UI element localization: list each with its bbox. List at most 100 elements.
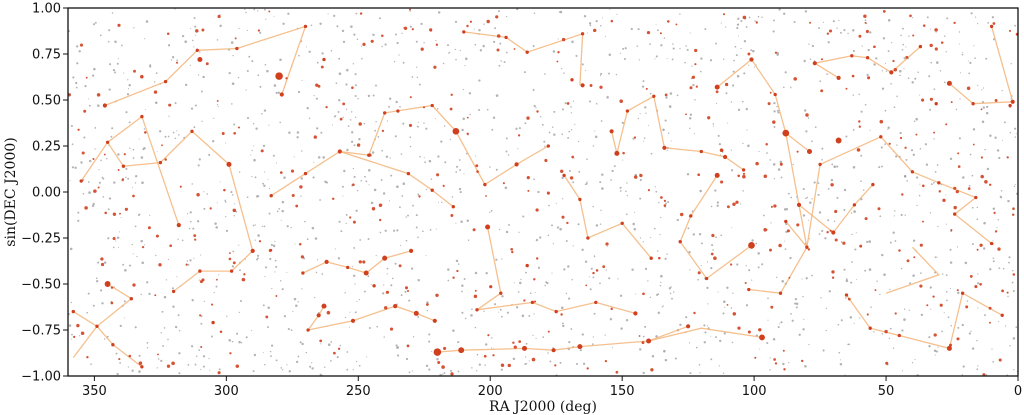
bright-star bbox=[953, 205, 957, 210]
faint-star bbox=[286, 271, 288, 273]
bright-star bbox=[525, 263, 529, 268]
bright-star bbox=[615, 370, 619, 374]
faint-star bbox=[971, 206, 974, 209]
faint-star bbox=[393, 60, 396, 63]
faint-star bbox=[231, 82, 235, 85]
faint-star bbox=[781, 280, 784, 283]
bright-star bbox=[933, 131, 936, 134]
faint-star bbox=[385, 155, 389, 159]
faint-star bbox=[720, 234, 723, 237]
constellation-line bbox=[648, 327, 763, 342]
bright-star bbox=[714, 84, 720, 90]
bright-star bbox=[352, 183, 355, 186]
bright-star bbox=[805, 113, 809, 117]
bright-star bbox=[836, 75, 841, 80]
faint-star bbox=[717, 134, 720, 137]
faint-star bbox=[292, 311, 294, 313]
faint-star bbox=[959, 98, 961, 100]
faint-star bbox=[567, 136, 570, 139]
faint-star bbox=[639, 348, 642, 351]
faint-star bbox=[194, 363, 197, 366]
faint-star bbox=[802, 214, 806, 217]
bright-star bbox=[147, 226, 151, 230]
faint-star bbox=[174, 102, 177, 105]
bright-star bbox=[580, 83, 585, 88]
faint-star bbox=[672, 43, 674, 45]
bright-star bbox=[133, 69, 136, 73]
faint-star bbox=[355, 360, 358, 363]
faint-star bbox=[141, 181, 144, 184]
faint-star bbox=[300, 177, 304, 180]
bright-star bbox=[250, 248, 255, 253]
faint-star bbox=[270, 243, 273, 247]
bright-star bbox=[933, 333, 937, 337]
bright-star bbox=[100, 262, 105, 267]
faint-star bbox=[352, 167, 355, 170]
bright-star bbox=[722, 13, 726, 16]
faint-star bbox=[844, 374, 846, 376]
bright-star bbox=[899, 136, 903, 140]
faint-star bbox=[143, 244, 146, 246]
faint-star bbox=[246, 70, 249, 72]
faint-star bbox=[570, 112, 572, 114]
bright-star bbox=[940, 41, 944, 44]
faint-star bbox=[209, 369, 211, 371]
faint-star bbox=[324, 366, 326, 368]
faint-star bbox=[977, 84, 979, 87]
bright-star bbox=[710, 252, 714, 256]
faint-star bbox=[783, 208, 787, 211]
faint-star bbox=[802, 295, 804, 298]
faint-star bbox=[887, 19, 891, 22]
faint-star bbox=[896, 144, 898, 146]
bright-star bbox=[119, 212, 121, 215]
faint-star bbox=[767, 319, 769, 321]
bright-star bbox=[269, 194, 273, 198]
faint-star bbox=[217, 105, 219, 107]
bright-star bbox=[946, 345, 952, 351]
faint-star bbox=[609, 8, 611, 11]
faint-star bbox=[248, 55, 251, 58]
faint-star bbox=[769, 159, 771, 161]
faint-star bbox=[880, 146, 883, 149]
faint-star bbox=[246, 29, 248, 32]
faint-star bbox=[634, 211, 636, 213]
faint-star bbox=[806, 196, 808, 199]
faint-star bbox=[849, 316, 853, 319]
faint-star bbox=[1000, 190, 1003, 192]
faint-star bbox=[301, 288, 303, 290]
faint-star bbox=[535, 107, 537, 109]
bright-star bbox=[158, 263, 162, 267]
faint-star bbox=[685, 45, 687, 47]
faint-star bbox=[252, 122, 255, 125]
faint-star bbox=[968, 72, 971, 75]
faint-star bbox=[665, 96, 668, 99]
faint-star bbox=[313, 161, 315, 163]
faint-star bbox=[137, 214, 140, 216]
faint-star bbox=[279, 121, 282, 124]
faint-star bbox=[779, 160, 783, 164]
faint-star bbox=[298, 54, 300, 57]
faint-star bbox=[340, 230, 343, 233]
faint-star bbox=[114, 71, 117, 74]
faint-star bbox=[939, 70, 942, 72]
faint-star bbox=[254, 224, 256, 226]
faint-star bbox=[665, 202, 667, 205]
faint-star bbox=[570, 129, 573, 131]
faint-star bbox=[231, 103, 233, 105]
faint-star bbox=[398, 54, 400, 56]
bright-star bbox=[707, 116, 711, 120]
faint-star bbox=[625, 213, 628, 216]
faint-star bbox=[178, 134, 180, 136]
bright-star bbox=[166, 364, 171, 368]
faint-star bbox=[664, 257, 667, 260]
faint-star bbox=[337, 257, 341, 260]
bright-star bbox=[163, 79, 168, 84]
bright-star bbox=[763, 228, 767, 232]
faint-star bbox=[160, 332, 162, 334]
faint-star bbox=[761, 263, 764, 266]
faint-star bbox=[165, 279, 168, 281]
faint-star bbox=[794, 297, 798, 301]
faint-star bbox=[809, 58, 812, 60]
faint-star bbox=[736, 74, 740, 78]
bright-star bbox=[884, 329, 888, 334]
